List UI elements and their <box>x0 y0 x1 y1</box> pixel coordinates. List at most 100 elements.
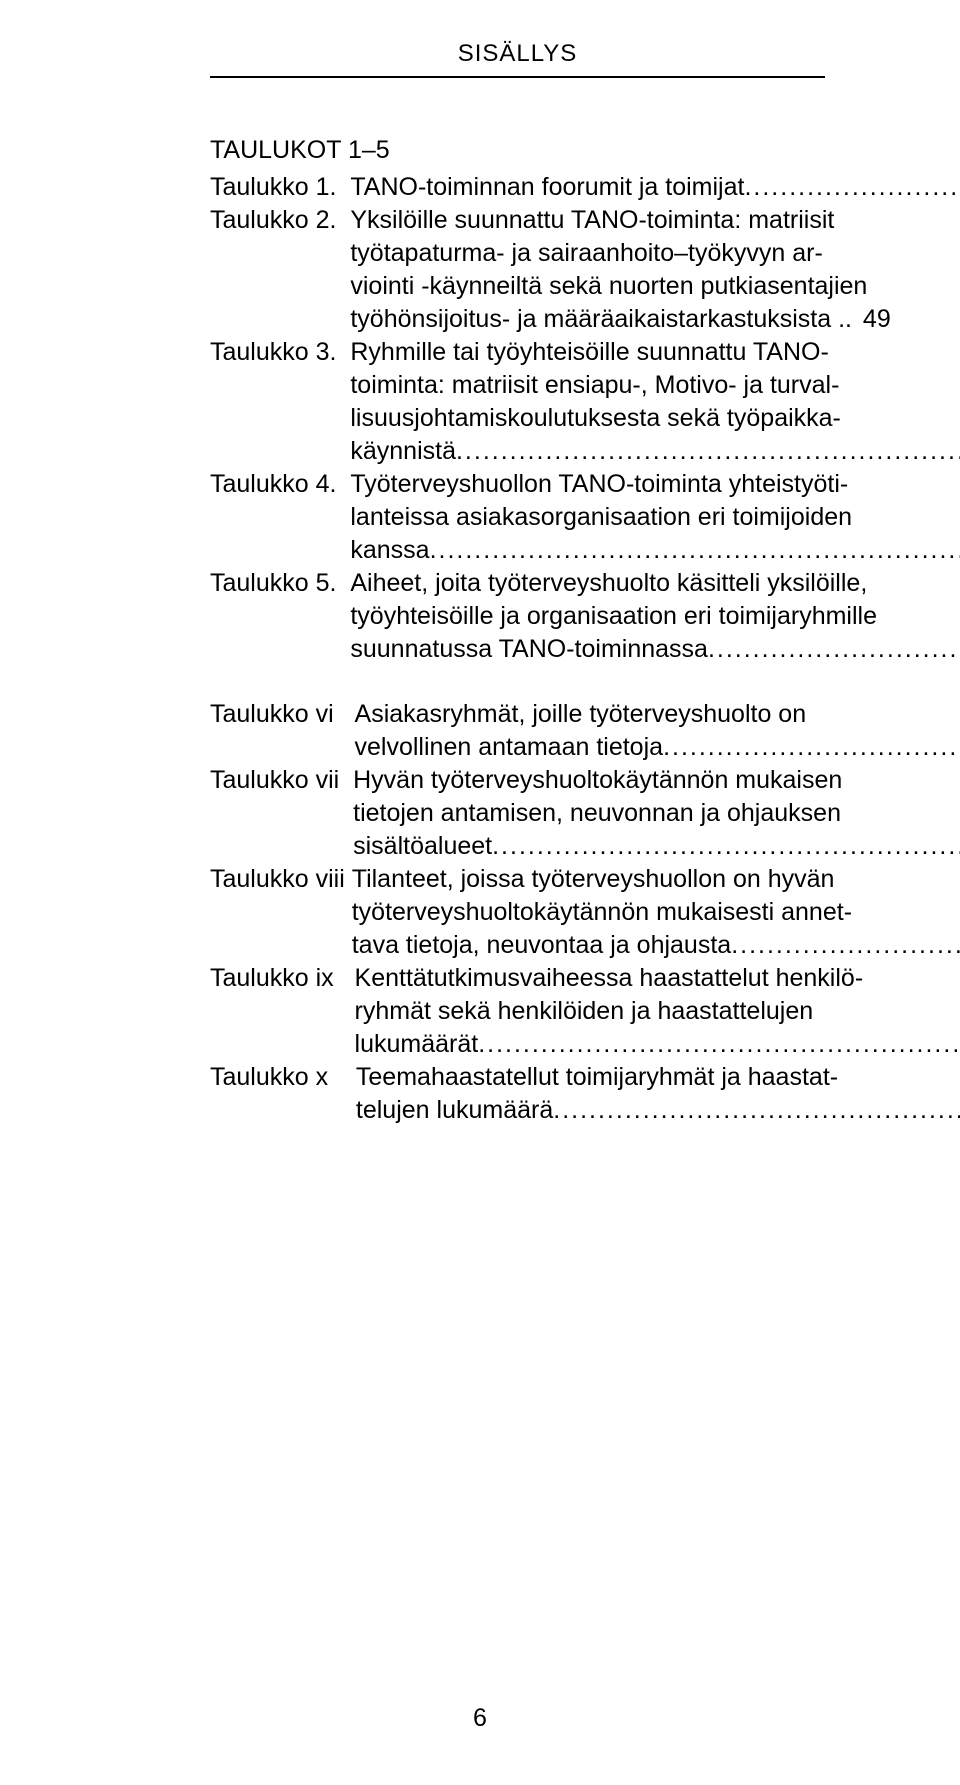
toc-dots: ........................................… <box>708 633 960 666</box>
toc-dots: ........................................… <box>553 1094 960 1127</box>
toc-text: Ryhmille tai työyhteisöille suunnattu TA… <box>350 336 828 369</box>
toc-row: Taulukko 1. TANO-toiminnan foorumit ja t… <box>210 171 825 204</box>
toc-dots: ........................................… <box>492 830 960 863</box>
toc-line: telujen lukumäärä ......................… <box>356 1094 960 1127</box>
toc-text: lisuusjohtamiskoulutuksesta sekä työpaik… <box>350 402 841 435</box>
toc-line: lukumäärät .............................… <box>355 1028 960 1061</box>
toc-line: Tilanteet, joissa työterveyshuollon on h… <box>352 863 960 896</box>
toc-line: työterveyshuoltokäytännön mukaisesti ann… <box>352 896 960 929</box>
toc-row: Taulukko 4. Työterveyshuollon TANO-toimi… <box>210 468 825 567</box>
toc-description: Kenttätutkimusvaiheessa haastattelut hen… <box>355 962 960 1061</box>
toc-text: velvollinen antamaan tietoja <box>355 731 664 764</box>
toc-line: velvollinen antamaan tietoja ...........… <box>355 731 960 764</box>
toc-row: Taulukko ix Kenttätutkimusvaiheessa haas… <box>210 962 825 1061</box>
toc-text: Työterveyshuollon TANO-toiminta yhteisty… <box>350 468 848 501</box>
toc-line: suunnatussa TANO-toiminnassa ...........… <box>350 633 960 666</box>
toc-line: TANO-toiminnan foorumit ja toimijat ....… <box>350 171 960 204</box>
toc-description: Aiheet, joita työterveyshuolto käsitteli… <box>350 567 960 666</box>
toc-label: Taulukko 2. <box>210 204 350 237</box>
toc-label: Taulukko 1. <box>210 171 350 204</box>
toc-dots: ........................................… <box>663 731 960 764</box>
toc-label: Taulukko vi <box>210 698 355 731</box>
page-number: 6 <box>0 1704 960 1733</box>
toc-text: kanssa <box>350 534 429 567</box>
toc-line: toiminta: matriisit ensiapu-, Motivo- ja… <box>350 369 960 402</box>
toc-row: Taulukko x Teemahaastatellut toimijaryhm… <box>210 1061 825 1127</box>
toc-dots: ........................................… <box>430 534 960 567</box>
toc-line: Kenttätutkimusvaiheessa haastattelut hen… <box>355 962 960 995</box>
toc-line: Työterveyshuollon TANO-toiminta yhteisty… <box>350 468 960 501</box>
toc-line: Teemahaastatellut toimijaryhmät ja haast… <box>356 1061 960 1094</box>
toc-label: Taulukko 4. <box>210 468 350 501</box>
toc-text: työyhteisöille ja organisaation eri toim… <box>350 600 877 633</box>
toc-description: Asiakasryhmät, joille työterveyshuolto o… <box>355 698 960 764</box>
toc-group-2: Taulukko vi Asiakasryhmät, joille työter… <box>210 698 825 1127</box>
toc-text: lanteissa asiakasorganisaation eri toimi… <box>350 501 852 534</box>
toc-line: käynnistä ..............................… <box>350 435 960 468</box>
toc-text: Hyvän työterveyshuoltokäytännön mukaisen <box>353 764 842 797</box>
toc-label: Taulukko viii <box>210 863 352 896</box>
group-gap <box>210 666 825 698</box>
toc-description: Tilanteet, joissa työterveyshuollon on h… <box>352 863 960 962</box>
toc-row: Taulukko 3. Ryhmille tai työyhteisöille … <box>210 336 825 468</box>
toc-label: Taulukko vii <box>210 764 353 797</box>
toc-dots: ........................................… <box>731 929 960 962</box>
toc-dots-short: .. <box>831 303 852 336</box>
toc-page: 49 <box>852 303 891 336</box>
toc-text: sisältöalueet <box>353 830 492 863</box>
toc-line: lanteissa asiakasorganisaation eri toimi… <box>350 501 960 534</box>
toc-line: tietojen antamisen, neuvonnan ja ohjauks… <box>353 797 960 830</box>
toc-description: Yksilöille suunnattu TANO-toiminta: matr… <box>350 204 890 336</box>
toc-row: Taulukko 2. Yksilöille suunnattu TANO-to… <box>210 204 825 336</box>
toc-text: Kenttätutkimusvaiheessa haastattelut hen… <box>355 962 864 995</box>
toc-description: Teemahaastatellut toimijaryhmät ja haast… <box>356 1061 960 1127</box>
toc-line: työtapaturma- ja sairaanhoito–työkyvyn a… <box>350 237 890 270</box>
toc-line: työhönsijoitus- ja määräaikaistarkastuks… <box>350 303 890 336</box>
toc-text: ryhmät sekä henkilöiden ja haastatteluje… <box>355 995 814 1028</box>
toc-text: tietojen antamisen, neuvonnan ja ohjauks… <box>353 797 841 830</box>
toc-dots: ........................................… <box>478 1028 960 1061</box>
toc-label: Taulukko 3. <box>210 336 350 369</box>
toc-line: Hyvän työterveyshuoltokäytännön mukaisen <box>353 764 960 797</box>
toc-line: työyhteisöille ja organisaation eri toim… <box>350 600 960 633</box>
toc-row: Taulukko viii Tilanteet, joissa työterve… <box>210 863 825 962</box>
toc-description: TANO-toiminnan foorumit ja toimijat ....… <box>350 171 960 204</box>
toc-text: suunnatussa TANO-toiminnassa <box>350 633 708 666</box>
toc-description: Hyvän työterveyshuoltokäytännön mukaisen… <box>353 764 960 863</box>
toc-text: lukumäärät <box>355 1028 479 1061</box>
toc-text: tava tietoja, neuvontaa ja ohjausta <box>352 929 731 962</box>
toc-group-1: Taulukko 1. TANO-toiminnan foorumit ja t… <box>210 171 825 666</box>
toc-line: ryhmät sekä henkilöiden ja haastatteluje… <box>355 995 960 1028</box>
toc-text: Teemahaastatellut toimijaryhmät ja haast… <box>356 1061 838 1094</box>
toc-description: Ryhmille tai työyhteisöille suunnattu TA… <box>350 336 960 468</box>
toc-dots: ........................................… <box>744 171 960 204</box>
toc-line: Yksilöille suunnattu TANO-toiminta: matr… <box>350 204 890 237</box>
toc-line: Aiheet, joita työterveyshuolto käsitteli… <box>350 567 960 600</box>
toc-dots: ........................................… <box>456 435 960 468</box>
page-header: SISÄLLYS <box>210 40 825 68</box>
toc-row: Taulukko vii Hyvän työterveyshuoltokäytä… <box>210 764 825 863</box>
header-rule <box>210 76 825 78</box>
toc-text: Asiakasryhmät, joille työterveyshuolto o… <box>355 698 807 731</box>
toc-text: telujen lukumäärä <box>356 1094 553 1127</box>
toc-line: Ryhmille tai työyhteisöille suunnattu TA… <box>350 336 960 369</box>
toc-text: Yksilöille suunnattu TANO-toiminta: matr… <box>350 204 834 237</box>
toc-text: TANO-toiminnan foorumit ja toimijat <box>350 171 744 204</box>
toc-text: toiminta: matriisit ensiapu-, Motivo- ja… <box>350 369 839 402</box>
toc-label: Taulukko x <box>210 1061 356 1094</box>
toc-text: työhönsijoitus- ja määräaikaistarkastuks… <box>350 303 831 336</box>
toc-line: viointi -käynneiltä sekä nuorten putkias… <box>350 270 890 303</box>
toc-label: Taulukko 5. <box>210 567 350 600</box>
toc-text: Aiheet, joita työterveyshuolto käsitteli… <box>350 567 867 600</box>
toc-label: Taulukko ix <box>210 962 355 995</box>
toc-row: Taulukko vi Asiakasryhmät, joille työter… <box>210 698 825 764</box>
toc-line: sisältöalueet ..........................… <box>353 830 960 863</box>
toc-text: työtapaturma- ja sairaanhoito–työkyvyn a… <box>350 237 822 270</box>
toc-text: työterveyshuoltokäytännön mukaisesti ann… <box>352 896 852 929</box>
toc-row: Taulukko 5. Aiheet, joita työterveyshuol… <box>210 567 825 666</box>
section-heading: TAULUKOT 1–5 <box>210 136 825 165</box>
toc-text: käynnistä <box>350 435 456 468</box>
toc-line: Asiakasryhmät, joille työterveyshuolto o… <box>355 698 960 731</box>
toc-description: Työterveyshuollon TANO-toiminta yhteisty… <box>350 468 960 567</box>
toc-text: viointi -käynneiltä sekä nuorten putkias… <box>350 270 867 303</box>
